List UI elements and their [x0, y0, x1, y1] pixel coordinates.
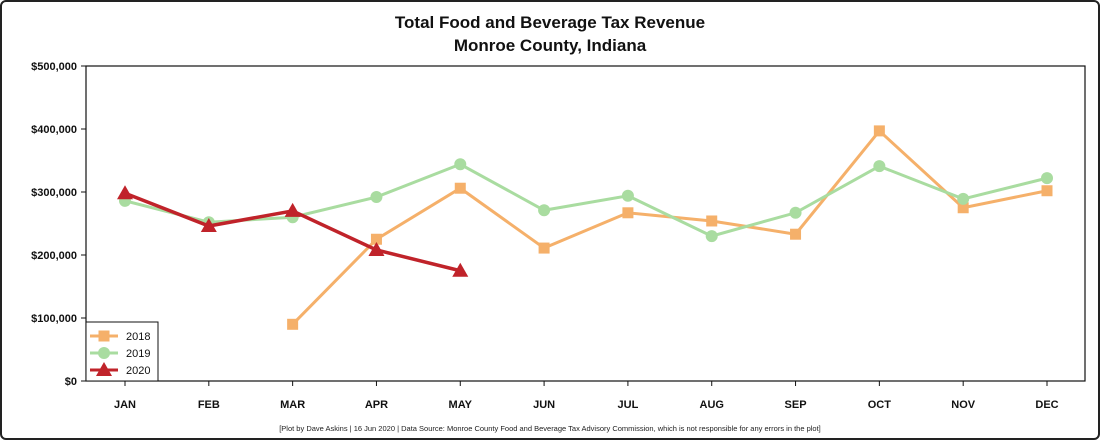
- legend-marker-2020: [96, 362, 112, 376]
- data-point-2019: [789, 206, 802, 219]
- series-2018: [287, 125, 1053, 330]
- data-point-2019: [370, 191, 383, 204]
- data-point-2018: [370, 233, 382, 245]
- data-point-2018: [287, 318, 299, 330]
- y-tick-label: $100,000: [31, 313, 77, 325]
- data-point-2018: [790, 228, 802, 240]
- x-tick-label: APR: [365, 399, 388, 411]
- x-tick-label: MAY: [449, 399, 473, 411]
- footnote: [Plot by Dave Askins | 16 Jun 2020 | Dat…: [279, 424, 821, 433]
- data-point-2019: [538, 204, 551, 217]
- x-tick-label: AUG: [700, 399, 724, 411]
- data-point-2020: [200, 218, 217, 233]
- data-point-2018: [957, 202, 969, 214]
- x-tick-label: NOV: [951, 399, 976, 411]
- data-point-2020: [452, 262, 469, 277]
- data-point-2018: [873, 125, 885, 137]
- data-point-2018: [622, 207, 634, 219]
- data-point-2018: [706, 215, 718, 227]
- data-point-2018: [454, 182, 466, 194]
- series-line-2018: [291, 128, 1048, 326]
- x-tick-label: OCT: [868, 399, 892, 411]
- x-tick-label: JUL: [618, 399, 639, 411]
- y-tick-label: $200,000: [31, 250, 77, 262]
- legend-marker-2018: [98, 330, 110, 342]
- data-point-2019: [621, 189, 634, 202]
- y-tick-label: $0: [65, 376, 77, 388]
- x-tick-label: JUN: [533, 399, 555, 411]
- y-tick-label: $500,000: [31, 61, 77, 73]
- legend: 2018 2019 2020: [85, 321, 159, 382]
- x-tick-label: FEB: [198, 399, 220, 411]
- data-point-2019: [1041, 172, 1053, 185]
- legend-label: 2019: [126, 348, 150, 360]
- data-point-2020: [368, 241, 385, 256]
- y-tick-label: $400,000: [31, 124, 77, 136]
- data-point-2019: [873, 160, 886, 173]
- data-point-2020: [117, 185, 133, 200]
- chart-subtitle: Monroe County, Indiana: [454, 36, 647, 55]
- legend-label: 2020: [126, 365, 150, 377]
- x-tick-label: MAR: [280, 399, 305, 411]
- x-tick-label: JAN: [114, 399, 136, 411]
- y-tick-label: $300,000: [31, 187, 77, 199]
- legend-label: 2018: [126, 331, 150, 343]
- chart-title: Total Food and Beverage Tax Revenue: [395, 13, 705, 32]
- legend-marker-2019: [98, 347, 110, 359]
- data-point-2019: [957, 192, 970, 205]
- series-line-2019: [124, 162, 1048, 238]
- data-point-2018: [1041, 185, 1053, 197]
- data-point-2019: [705, 230, 718, 243]
- series-2020: [117, 185, 469, 277]
- data-point-2019: [454, 158, 467, 171]
- x-tick-label: DEC: [1035, 399, 1058, 411]
- plot-area: [85, 65, 1086, 382]
- data-point-2018: [538, 242, 550, 254]
- data-point-2020: [284, 202, 301, 217]
- x-tick-label: SEP: [785, 399, 807, 411]
